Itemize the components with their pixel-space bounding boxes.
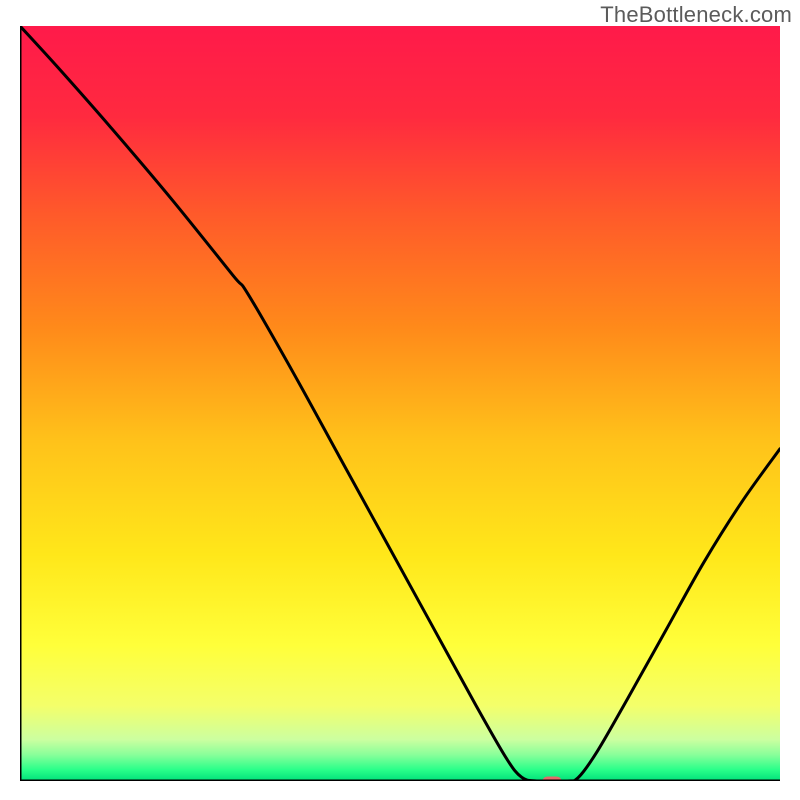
chart-container: TheBottleneck.com	[0, 0, 800, 800]
watermark-text: TheBottleneck.com	[600, 2, 792, 28]
gradient-fill	[20, 26, 780, 781]
plot-svg	[20, 26, 780, 781]
plot-area	[20, 26, 780, 781]
